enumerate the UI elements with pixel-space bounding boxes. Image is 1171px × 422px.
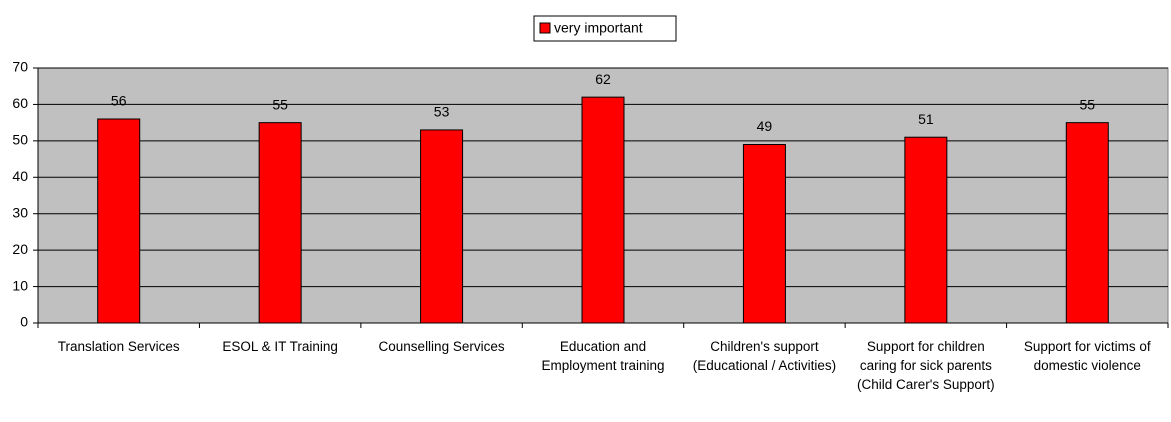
y-tick-label: 10 [12, 277, 28, 293]
y-tick-label: 70 [12, 59, 28, 75]
y-tick-label: 50 [12, 132, 28, 148]
data-label: 55 [272, 96, 288, 112]
data-label: 62 [595, 71, 611, 87]
y-tick-label: 30 [12, 204, 28, 220]
y-tick-label: 60 [12, 95, 28, 111]
bar [420, 129, 464, 324]
legend-swatch [539, 22, 551, 34]
x-tick-label: Support for children caring for sick par… [857, 339, 995, 392]
x-tick-label: Support for victims of domestic violence [1023, 339, 1151, 373]
y-tick-label: 0 [20, 314, 28, 330]
bar [904, 136, 948, 324]
y-tick-label: 20 [12, 241, 28, 257]
bar [1065, 122, 1109, 324]
legend-box [533, 15, 677, 42]
x-tick-label: Education and Employment training [541, 339, 665, 373]
bar [258, 122, 302, 324]
data-label: 49 [757, 118, 773, 134]
data-label: 53 [434, 104, 450, 120]
x-tick-label: Children's support (Educational / Activi… [692, 339, 837, 373]
bar [742, 144, 786, 324]
x-tick-label: ESOL & IT Training [222, 339, 338, 354]
bar [581, 96, 625, 324]
x-tick-label: Translation Services [57, 339, 180, 354]
data-label: 56 [111, 93, 127, 109]
bar [97, 118, 141, 324]
data-label: 55 [1079, 96, 1095, 112]
data-label: 51 [918, 111, 934, 127]
y-tick-label: 40 [12, 168, 28, 184]
x-tick-label: Counselling Services [378, 339, 505, 354]
legend-label: very important [554, 20, 643, 36]
